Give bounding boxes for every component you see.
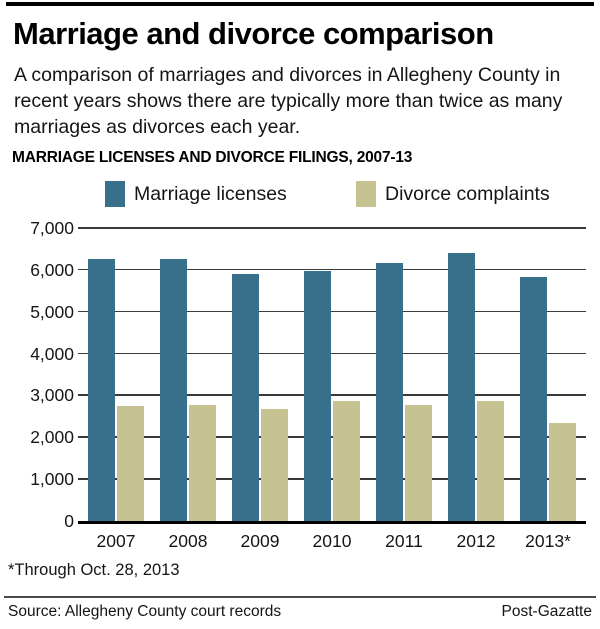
gridline-1000 — [78, 478, 586, 480]
divorce-complaints-swatch-icon — [356, 181, 376, 207]
y-axis-tick-label: 3,000 — [30, 385, 74, 406]
x-axis-tick-label: 2010 — [312, 531, 352, 551]
y-axis-tick-label: 7,000 — [30, 218, 74, 238]
x-axis-tick-label: 2008 — [168, 531, 208, 551]
bar-marriage-licenses-2012 — [448, 253, 475, 521]
credit-text: Post-Gazatte — [501, 603, 592, 620]
gridline-2000 — [78, 436, 586, 438]
y-axis-tick-label: 5,000 — [30, 301, 74, 322]
bar-divorce-complaints-2007 — [117, 406, 144, 521]
bar-marriage-licenses-2008 — [160, 259, 187, 521]
bar-divorce-complaints-2011 — [405, 405, 432, 521]
footer-divider — [4, 596, 596, 598]
x-axis-tick-label: 2012 — [456, 531, 496, 551]
bar-divorce-complaints-2013 — [549, 423, 576, 521]
bar-marriage-licenses-2013 — [520, 277, 547, 521]
gridline-5000 — [78, 310, 586, 313]
legend-label-marriage-licenses: Marriage licenses — [134, 183, 287, 205]
chart-footnote: *Through Oct. 28, 2013 — [8, 561, 180, 579]
chart-title: MARRIAGE LICENSES AND DIVORCE FILINGS, 2… — [12, 149, 413, 166]
bar-chart-plot-area: 0 1,000 2,000 3,000 4,000 5,000 6,000 7,000 2007… — [30, 218, 586, 551]
y-axis-tick-label: 4,000 — [30, 343, 74, 364]
x-axis-tick-label: 2009 — [240, 531, 280, 551]
bar-divorce-complaints-2012 — [477, 401, 504, 521]
gridline-7000 — [78, 227, 586, 229]
bar-marriage-licenses-2011 — [376, 263, 403, 521]
gridline-4000 — [78, 352, 586, 355]
x-axis-tick-label: 2007 — [96, 531, 136, 551]
legend-label-divorce-complaints: Divorce complaints — [385, 183, 550, 205]
bar-divorce-complaints-2009 — [261, 409, 288, 521]
bar-divorce-complaints-2010 — [333, 401, 360, 521]
bar-marriage-licenses-2007 — [88, 259, 115, 521]
source-row: Source: Allegheny County court records P… — [8, 603, 592, 621]
source-text: Source: Allegheny County court records — [8, 603, 282, 620]
y-axis-tick-label: 2,000 — [30, 427, 74, 448]
bar-marriage-licenses-2009 — [232, 274, 259, 521]
x-axis-tick-label: 2013* — [525, 531, 571, 551]
page-title: Marriage and divorce comparison — [13, 16, 494, 51]
x-axis-baseline — [78, 521, 586, 524]
gridline-6000 — [78, 268, 586, 271]
top-rule — [6, 2, 594, 6]
y-axis-tick-label: 0 — [64, 511, 74, 531]
y-axis-tick-label: 1,000 — [30, 469, 74, 490]
bar-divorce-complaints-2008 — [189, 405, 216, 521]
marriage-licenses-swatch-icon — [105, 181, 125, 207]
gridline-3000 — [78, 394, 586, 396]
chart-description: A comparison of marriages and divorces i… — [14, 64, 563, 138]
bar-marriage-licenses-2010 — [304, 271, 331, 521]
y-axis-tick-label: 6,000 — [30, 259, 74, 280]
x-axis-tick-label: 2011 — [385, 531, 423, 551]
